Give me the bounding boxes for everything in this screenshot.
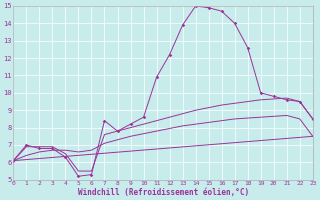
X-axis label: Windchill (Refroidissement éolien,°C): Windchill (Refroidissement éolien,°C): [77, 188, 249, 197]
